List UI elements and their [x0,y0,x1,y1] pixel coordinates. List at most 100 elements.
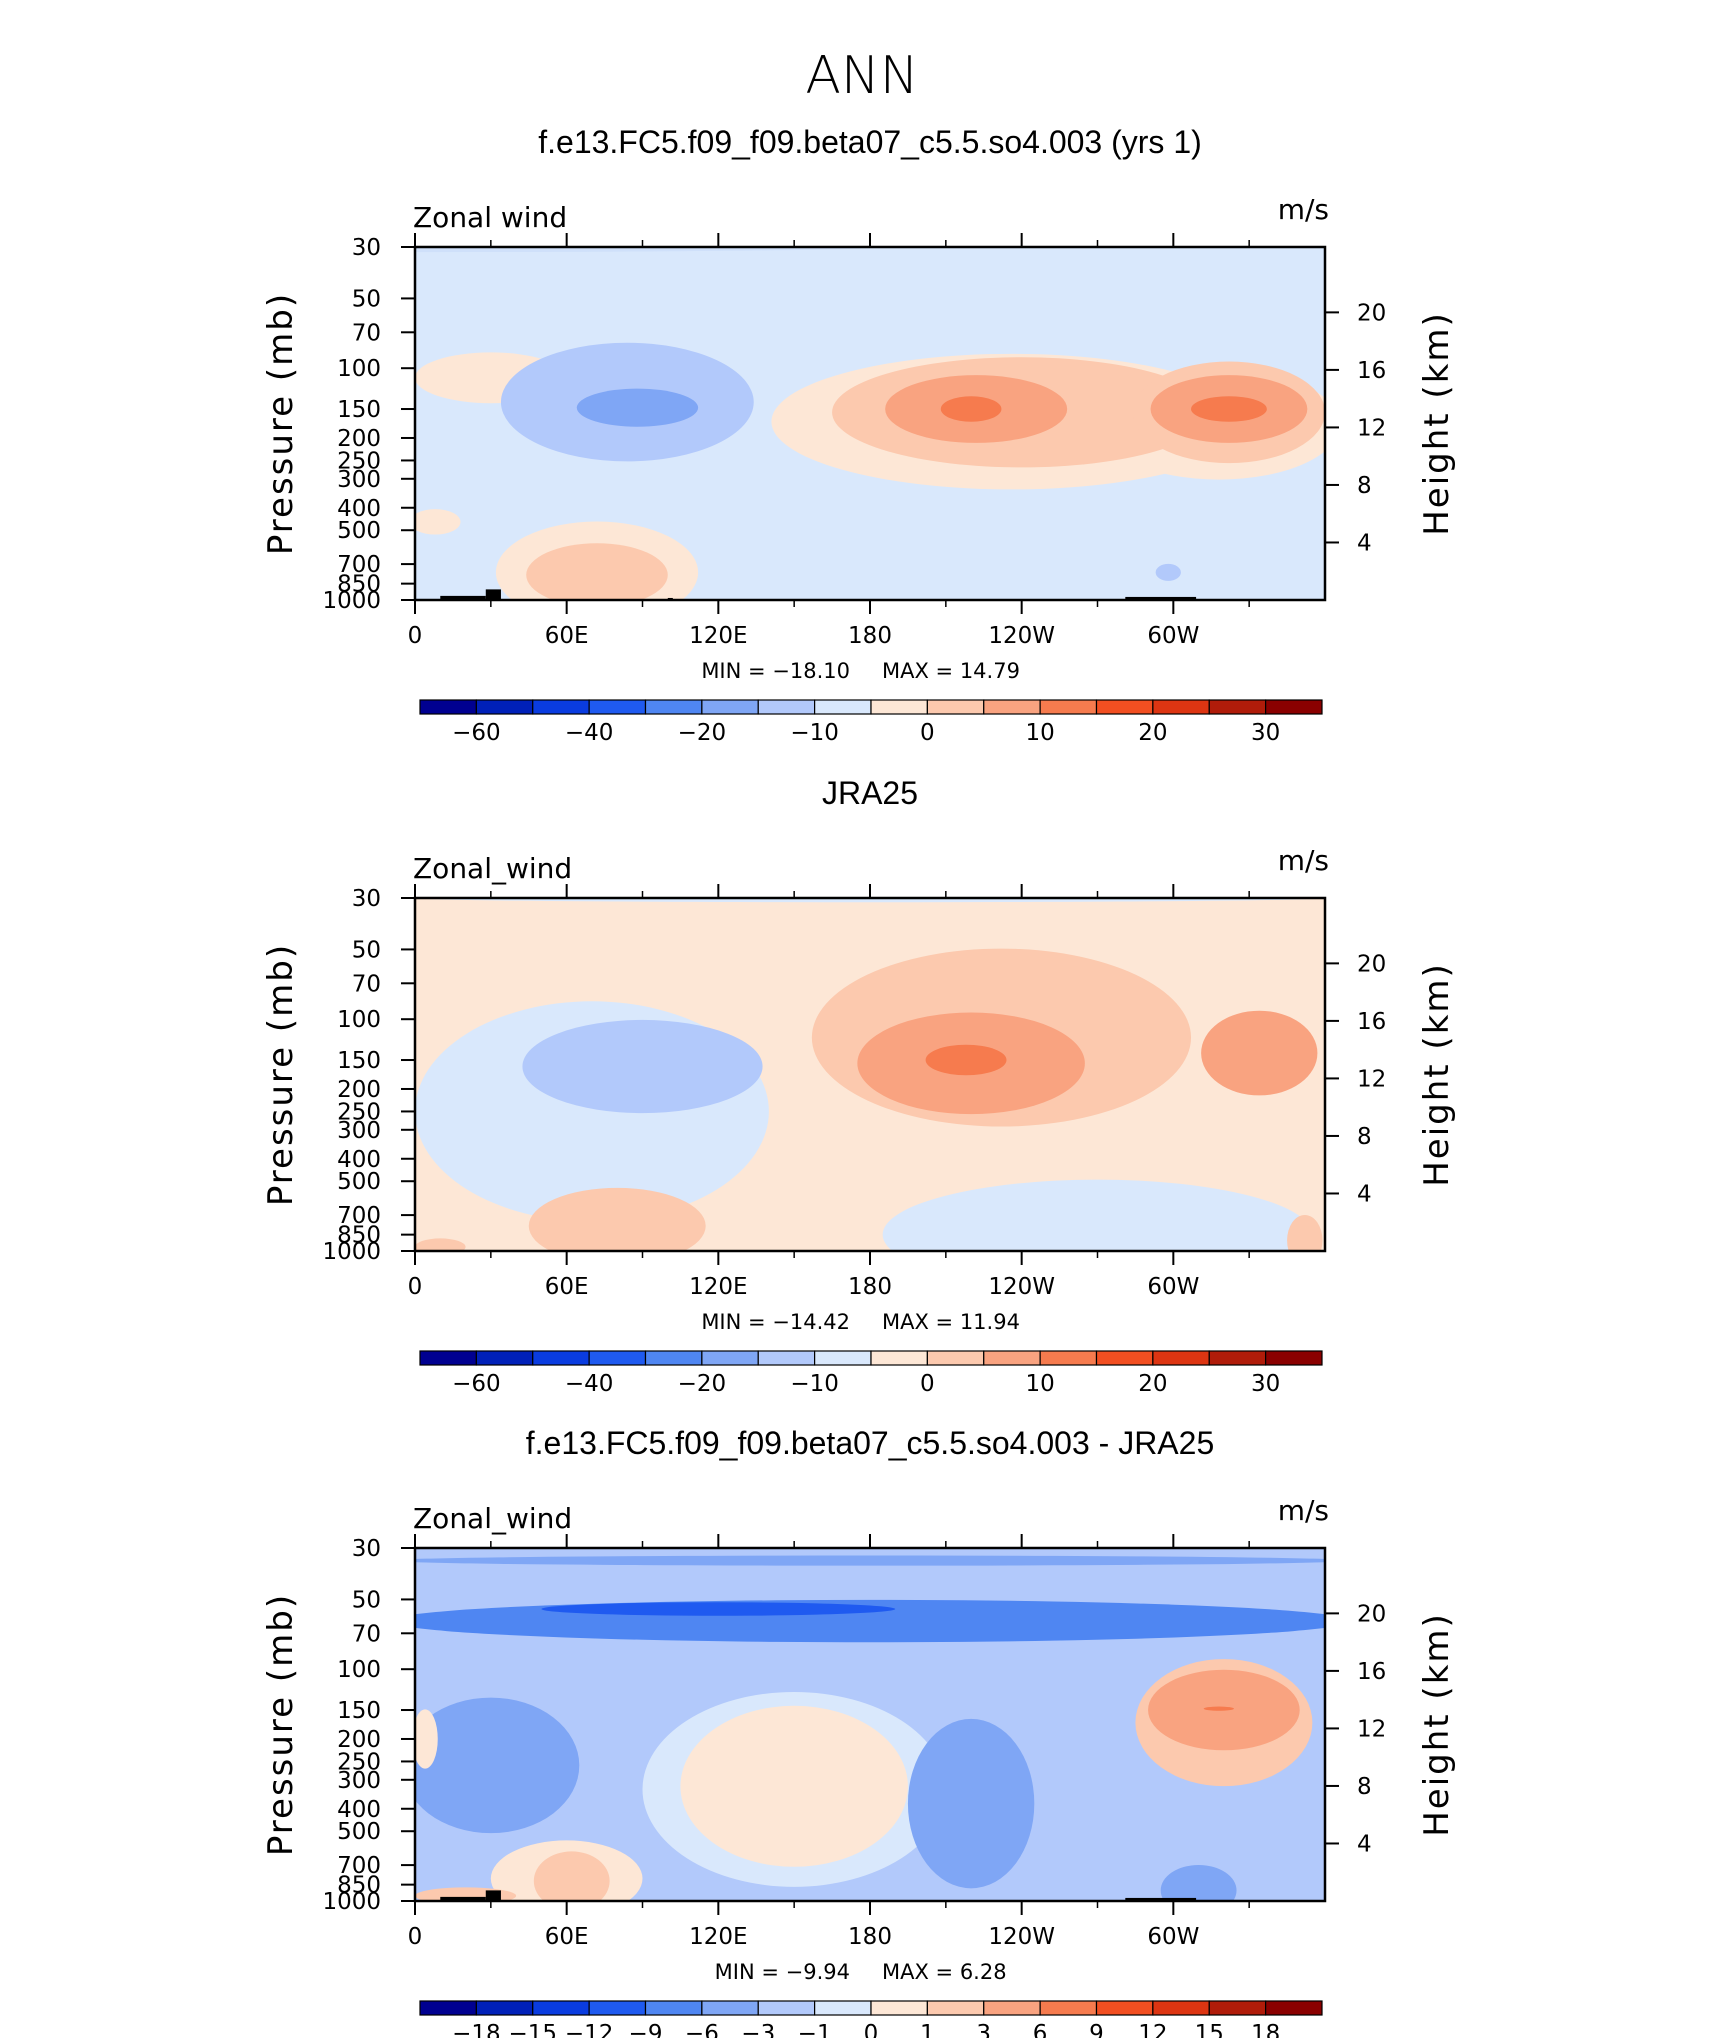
colorbar-label: −60 [452,720,501,746]
y2-tick-label: 12 [1357,1716,1386,1742]
y-tick-label: 70 [352,971,381,997]
variable-label: Zonal_wind [413,852,572,885]
y-tick-label: 250 [337,1749,381,1775]
contour-region-16 [1155,563,1181,581]
contour-region-7 [907,1718,1035,1889]
colorbar-swatch [926,1350,985,1366]
y-tick-label: 1000 [322,1889,381,1915]
colorbar: −60 −40 −20 −10 0 10 20 30 [419,1350,1323,1397]
colorbar-label: −3 [741,2021,775,2038]
colorbar-swatch [701,699,759,715]
y-tick-label: 300 [337,1768,381,1794]
colorbar-label: −10 [790,1371,839,1397]
y2-tick-label: 4 [1357,530,1372,556]
y-tick-label: 850 [337,1223,381,1249]
colorbar-label: 1 [920,2021,935,2038]
colorbar-swatch [588,1350,647,1366]
y-tick-label: 250 [337,448,381,474]
y-tick-label: 200 [337,1077,381,1103]
colorbar-swatch [814,1350,872,1366]
panel-title: JRA25 [822,775,918,811]
colorbar-swatch [814,699,872,715]
x-tick-label: 180 [848,1274,892,1300]
units-label: m/s [1278,193,1329,226]
colorbar-swatch [701,1350,759,1366]
y-tick-label: 500 [337,518,381,544]
contour-region-8 [576,388,699,427]
contour-region-15 [526,543,668,600]
terrain-mask-2 [485,1890,501,1901]
contour-region-1 [415,247,883,253]
figure-title: ANN [805,46,918,106]
y2-tick-label: 20 [1357,951,1386,977]
terrain-mask-4 [1125,596,1197,600]
y-tick-label: 300 [337,1118,381,1144]
y2-tick-label: 16 [1357,1009,1386,1035]
y2-axis-label: Height (km) [1417,311,1457,536]
colorbar-swatch [983,1350,1041,1366]
colorbar-swatch [1152,1350,1210,1366]
y-tick-label: 250 [337,1099,381,1125]
colorbar-swatch [983,2000,1041,2016]
colorbar-swatch [532,1350,590,1366]
y-axis-label: Pressure (mb) [261,1593,301,1856]
colorbar-swatch [1208,699,1267,715]
colorbar-swatch [419,1350,477,1366]
colorbar-swatch [1039,1350,1098,1366]
min-label: MIN = −9.94 [715,1960,850,1984]
colorbar-swatch [926,2000,985,2016]
contour-region-3 [541,1602,896,1616]
colorbar-label: 30 [1251,720,1280,746]
x-tick-label: 60W [1147,623,1199,649]
contour-region-10 [415,1238,466,1251]
min-label: MIN = −14.42 [701,1310,850,1334]
y2-tick-label: 8 [1357,1774,1372,1800]
y2-tick-label: 12 [1357,1066,1386,1092]
y-tick-label: 500 [337,1819,381,1845]
contour-region-4 [522,1019,763,1114]
x-tick-label: 180 [848,623,892,649]
y-tick-label: 200 [337,1727,381,1753]
contour-region-10 [1203,1706,1235,1711]
colorbar-swatch [1208,1350,1267,1366]
colorbar-swatch [1265,1350,1323,1366]
panel-1: f.e13.FC5.f09_f09.beta07_c5.5.so4.003 (y… [261,124,1457,746]
y2-tick-label: 16 [1357,1659,1386,1685]
y-tick-label: 1000 [322,1239,381,1265]
colorbar-label: 20 [1138,720,1167,746]
colorbar-label: 20 [1138,1371,1167,1397]
y-axis-label: Pressure (mb) [261,943,301,1206]
colorbar-swatch [1039,2000,1098,2016]
y-tick-label: 100 [337,1657,381,1683]
y-tick-label: 50 [352,286,381,312]
y2-tick-label: 8 [1357,1124,1372,1150]
y-tick-label: 100 [337,356,381,382]
colorbar-label: −6 [685,2021,719,2038]
x-tick-label: 120W [988,623,1055,649]
colorbar-label: −12 [565,2021,614,2038]
colorbar-swatch [1095,1350,1154,1366]
colorbar: −18 −15 −12 −9 −6 −3 −1 0 1 3 6 9 12 15 18 [419,2000,1323,2038]
contour-region-3 [882,1179,1313,1251]
colorbar-swatch [1152,2000,1210,2016]
panel-3: f.e13.FC5.f09_f09.beta07_c5.5.so4.003 - … [261,1425,1457,2038]
colorbar-label: −10 [790,720,839,746]
colorbar-label: −40 [565,1371,614,1397]
contour-region-5 [680,1705,908,1867]
colorbar-label: 10 [1025,720,1054,746]
x-tick-label: 0 [408,623,423,649]
colorbar-swatch [532,699,590,715]
y-tick-label: 850 [337,1873,381,1899]
x-tick-label: 0 [408,1924,423,1950]
colorbar-swatch [1095,2000,1154,2016]
colorbar-swatch [475,2000,534,2016]
colorbar-label: −18 [452,2021,501,2038]
y-axis-label: Pressure (mb) [261,292,301,555]
y-tick-label: 30 [352,235,381,261]
colorbar-swatch [588,699,647,715]
y-tick-label: 200 [337,426,381,452]
colorbar-label: 18 [1251,2021,1280,2038]
units-label: m/s [1278,844,1329,877]
colorbar-swatch [644,2000,703,2016]
contour-region-2 [415,1555,1325,1566]
